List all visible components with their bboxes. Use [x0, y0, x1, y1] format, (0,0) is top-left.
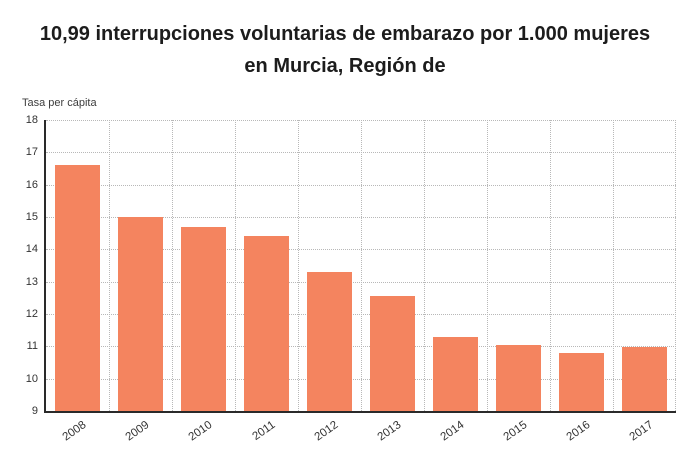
gridline-vertical [487, 120, 488, 411]
gridline-vertical [675, 120, 676, 411]
bar [369, 296, 416, 411]
bar [180, 226, 227, 411]
bar [306, 271, 353, 411]
x-tick-label: 2016 [564, 419, 593, 444]
bar [621, 346, 668, 411]
y-tick-label: 9 [31, 405, 38, 417]
chart-title: 10,99 interrupciones voluntarias de emba… [39, 23, 651, 77]
x-tick-label: 2010 [186, 419, 215, 444]
gridline-vertical [361, 120, 362, 411]
gridline-vertical [550, 120, 551, 411]
bar [54, 165, 101, 411]
y-tick-label: 14 [25, 243, 38, 256]
gridline-vertical [235, 120, 236, 411]
gridline-vertical [298, 120, 299, 411]
y-tick-label: 18 [25, 114, 38, 126]
x-tick-label: 2014 [438, 419, 467, 444]
y-tick-label: 10 [25, 372, 38, 385]
x-tick-label: 2009 [123, 419, 152, 444]
plot-area: 9 10 11 12 13 14 15 16 17 18 2008 2009 2010 2011 2012 2… [26, 114, 676, 444]
y-tick-label: 12 [25, 308, 38, 320]
gridline-vertical [172, 120, 173, 411]
gridline-vertical [109, 120, 110, 411]
x-tick-label: 2015 [501, 419, 530, 444]
bar [243, 236, 290, 411]
x-tick-label: 2017 [627, 419, 656, 444]
gridline-vertical [424, 120, 425, 411]
x-tick-label: 2008 [60, 419, 89, 444]
bar [117, 217, 164, 411]
y-tick-label: 16 [25, 178, 38, 191]
x-tick-label: 2011 [250, 419, 278, 444]
y-tick-label: 15 [25, 211, 38, 223]
y-tick-label: 13 [25, 275, 38, 288]
x-tick-label: 2012 [312, 419, 341, 444]
y-axis-title: Tasa per cápita [22, 97, 97, 109]
y-tick-label: 17 [25, 146, 38, 159]
bar [432, 336, 479, 411]
gridline-vertical [613, 120, 614, 411]
bar [495, 344, 542, 411]
y-tick-label: 11 [26, 340, 38, 353]
bar [558, 352, 605, 411]
x-tick-label: 2013 [375, 419, 404, 444]
